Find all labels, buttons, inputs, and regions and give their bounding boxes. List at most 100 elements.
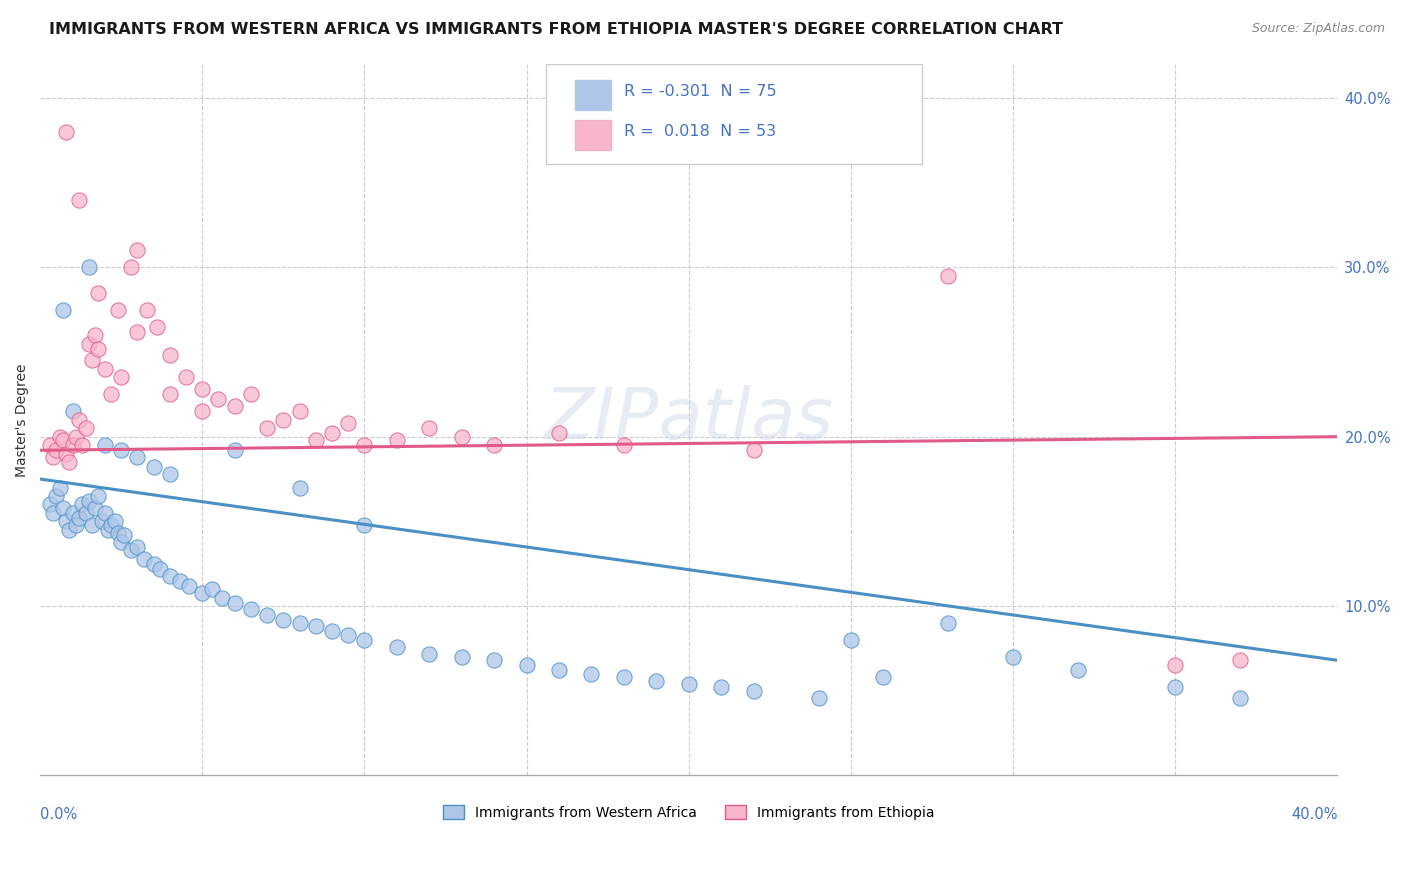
Point — [80, 353, 103, 368]
Point — [114, 528, 136, 542]
Point — [353, 438, 375, 452]
Point — [581, 666, 603, 681]
Point — [321, 426, 343, 441]
Point — [645, 673, 668, 688]
Point — [100, 517, 122, 532]
Point — [224, 443, 246, 458]
Point — [104, 515, 127, 529]
Point — [1164, 658, 1187, 673]
Point — [288, 615, 311, 630]
Point — [337, 416, 360, 430]
Point — [321, 624, 343, 639]
Point — [191, 404, 214, 418]
Point — [55, 125, 77, 139]
Point — [1164, 681, 1187, 695]
Point — [72, 438, 94, 452]
Point — [87, 489, 110, 503]
Point — [110, 370, 132, 384]
Point — [1067, 664, 1090, 678]
Point — [201, 582, 224, 596]
Point — [418, 647, 440, 661]
Point — [807, 690, 830, 705]
Point — [80, 517, 103, 532]
Point — [159, 467, 181, 481]
Point — [710, 681, 733, 695]
Point — [77, 260, 100, 275]
Point — [77, 494, 100, 508]
Point — [211, 591, 233, 605]
Point — [385, 433, 408, 447]
Point — [482, 653, 505, 667]
Point — [169, 574, 191, 588]
Point — [62, 506, 84, 520]
Point — [52, 302, 75, 317]
Point — [305, 433, 328, 447]
Point — [742, 443, 765, 458]
Point — [142, 460, 165, 475]
Point — [42, 506, 65, 520]
Text: IMMIGRANTS FROM WESTERN AFRICA VS IMMIGRANTS FROM ETHIOPIA MASTER'S DEGREE CORRE: IMMIGRANTS FROM WESTERN AFRICA VS IMMIGR… — [49, 22, 1063, 37]
Point — [613, 438, 636, 452]
Point — [127, 540, 149, 554]
Point — [256, 421, 278, 435]
Point — [872, 670, 894, 684]
Bar — [575, 79, 612, 110]
Point — [146, 319, 169, 334]
Point — [174, 370, 197, 384]
Point — [273, 613, 295, 627]
Point — [107, 302, 129, 317]
Point — [94, 362, 117, 376]
Text: R =  0.018  N = 53: R = 0.018 N = 53 — [624, 124, 776, 139]
Point — [55, 447, 77, 461]
Text: Source: ZipAtlas.com: Source: ZipAtlas.com — [1251, 22, 1385, 36]
Point — [742, 683, 765, 698]
Point — [288, 404, 311, 418]
Point — [67, 511, 90, 525]
Point — [38, 438, 60, 452]
Point — [94, 438, 117, 452]
Point — [159, 348, 181, 362]
Point — [191, 585, 214, 599]
Point — [548, 426, 571, 441]
Point — [159, 568, 181, 582]
Point — [678, 677, 700, 691]
Point — [72, 498, 94, 512]
Text: 40.0%: 40.0% — [1291, 807, 1337, 822]
Point — [107, 526, 129, 541]
Point — [48, 481, 70, 495]
Point — [224, 399, 246, 413]
Point — [127, 244, 149, 258]
Point — [142, 557, 165, 571]
Y-axis label: Master's Degree: Master's Degree — [15, 363, 30, 476]
Point — [239, 387, 262, 401]
Point — [936, 268, 959, 283]
Point — [337, 628, 360, 642]
Point — [516, 658, 538, 673]
Legend: Immigrants from Western Africa, Immigrants from Ethiopia: Immigrants from Western Africa, Immigran… — [437, 799, 939, 825]
Point — [239, 602, 262, 616]
Point — [132, 551, 155, 566]
Point — [179, 579, 201, 593]
Point — [55, 515, 77, 529]
Point — [48, 430, 70, 444]
Point — [38, 498, 60, 512]
Point — [65, 430, 87, 444]
Point — [52, 500, 75, 515]
Point — [207, 392, 229, 407]
Point — [94, 506, 117, 520]
Text: 0.0%: 0.0% — [41, 807, 77, 822]
Point — [45, 443, 67, 458]
Point — [127, 325, 149, 339]
Text: ZIPatlas: ZIPatlas — [544, 385, 834, 454]
Point — [45, 489, 67, 503]
Point — [75, 421, 97, 435]
Point — [136, 302, 159, 317]
Point — [67, 413, 90, 427]
Point — [450, 430, 472, 444]
Point — [62, 404, 84, 418]
Point — [110, 443, 132, 458]
Point — [482, 438, 505, 452]
Point — [288, 481, 311, 495]
Point — [75, 506, 97, 520]
Point — [120, 543, 142, 558]
